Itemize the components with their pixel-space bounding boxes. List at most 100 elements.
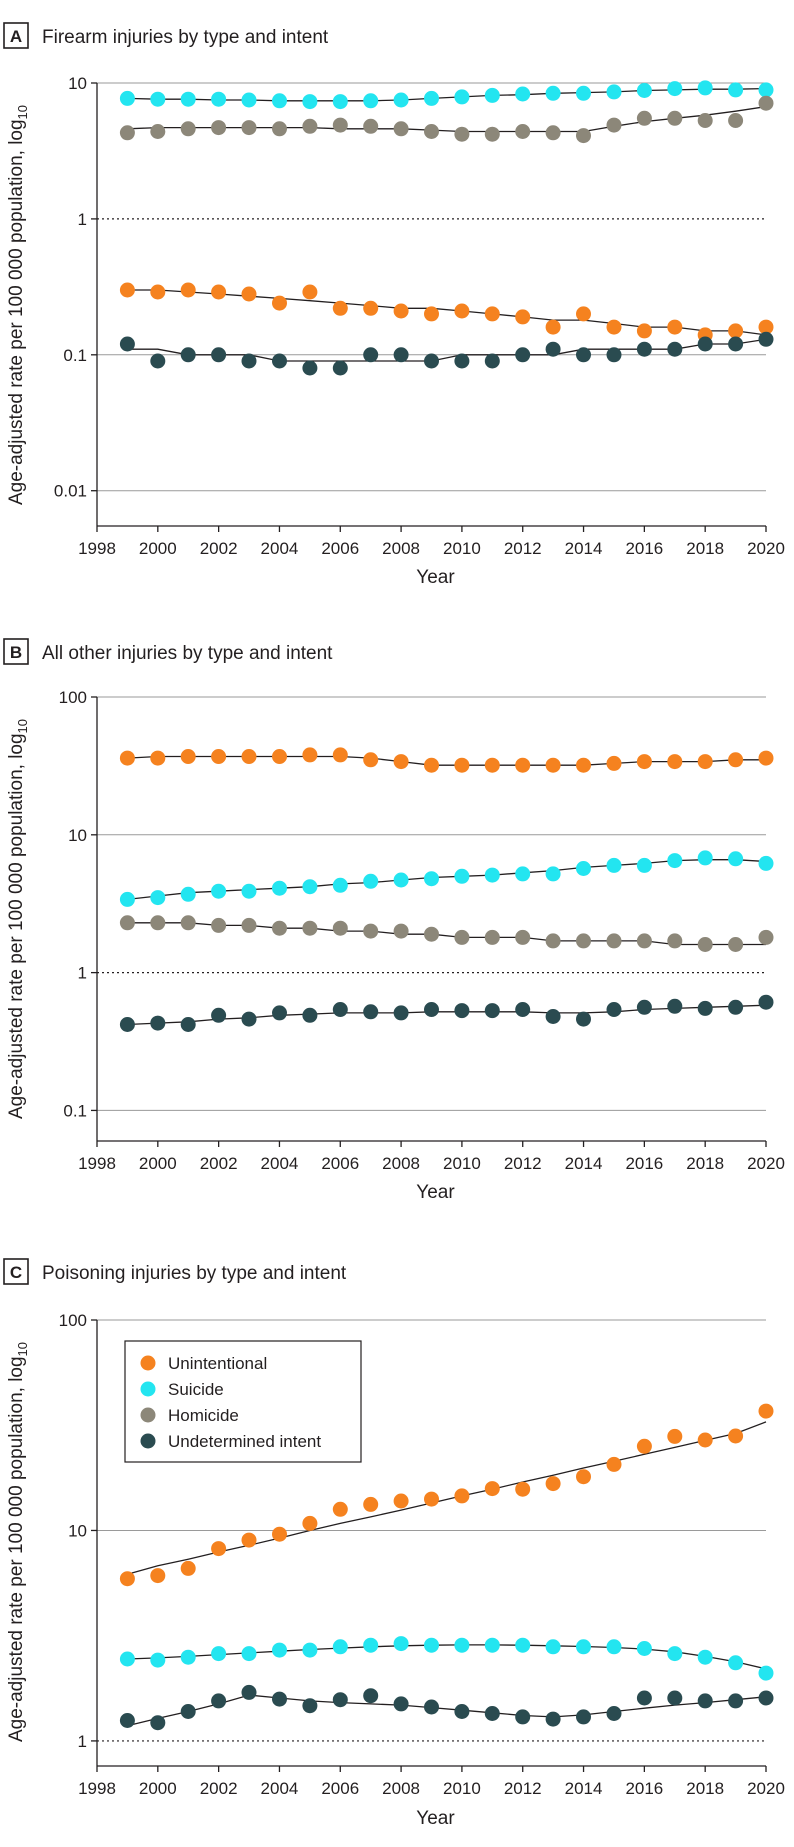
data-point-undetermined xyxy=(728,1693,744,1709)
x-tick-label: 2018 xyxy=(686,1779,724,1798)
data-point-suicide xyxy=(119,1651,135,1667)
data-point-undetermined xyxy=(424,353,439,369)
data-point-unintentional xyxy=(758,1403,774,1419)
data-point-suicide xyxy=(150,1652,166,1668)
data-point-homicide xyxy=(606,933,622,949)
data-point-homicide xyxy=(211,917,227,933)
y-axis-title-subscript: 10 xyxy=(15,719,30,733)
data-point-suicide xyxy=(758,855,774,871)
data-point-suicide xyxy=(424,1637,439,1653)
y-tick-label: 100 xyxy=(59,1311,87,1330)
trend-line-suicide xyxy=(127,87,767,102)
legend-box xyxy=(124,1340,362,1463)
x-tick-label: 2002 xyxy=(200,539,238,558)
trend-line-suicide xyxy=(127,1644,767,1670)
series-unintentional xyxy=(119,1403,774,1587)
data-point-unintentional xyxy=(667,1428,683,1444)
data-point-unintentional xyxy=(545,319,561,335)
y-tick-label: 1 xyxy=(78,964,87,983)
data-point-unintentional xyxy=(150,284,166,300)
y-axis-title-text: Age-adjusted rate per 100 000 population… xyxy=(6,733,27,1119)
data-point-undetermined xyxy=(424,1699,439,1715)
x-tick-label: 2012 xyxy=(504,539,542,558)
data-point-undetermined xyxy=(545,341,561,357)
data-point-suicide xyxy=(211,91,227,107)
data-point-homicide xyxy=(424,124,439,139)
data-point-suicide xyxy=(576,85,591,101)
data-point-suicide xyxy=(332,1639,348,1655)
data-point-undetermined xyxy=(697,1693,713,1709)
y-axis-title-text: Age-adjusted rate per 100 000 population… xyxy=(6,1356,27,1742)
x-tick-label: 2002 xyxy=(200,1779,238,1798)
x-tick-label: 2020 xyxy=(747,539,785,558)
data-point-unintentional xyxy=(363,1496,379,1512)
plot-area: 1 10 100 1998 2000 2002 2004 2006 2008 2010 2012 20… xyxy=(6,1311,785,1829)
data-point-undetermined xyxy=(241,353,257,369)
series-undetermined xyxy=(119,994,774,1032)
data-point-suicide xyxy=(272,880,287,896)
data-point-suicide xyxy=(758,1665,774,1681)
panel-title: Poisoning injuries by type and intent xyxy=(42,1263,347,1284)
data-point-homicide xyxy=(180,121,196,137)
data-point-suicide xyxy=(484,87,500,103)
data-point-homicide xyxy=(728,113,744,128)
data-point-suicide xyxy=(728,851,744,867)
data-point-suicide xyxy=(393,92,409,108)
data-point-homicide xyxy=(576,128,591,144)
data-point-homicide xyxy=(150,915,166,931)
data-point-undetermined xyxy=(667,341,683,357)
data-point-undetermined xyxy=(484,353,500,369)
data-point-undetermined xyxy=(728,999,744,1015)
data-point-suicide xyxy=(211,1646,227,1662)
data-point-undetermined xyxy=(119,1017,135,1032)
data-point-unintentional xyxy=(424,757,439,773)
data-point-suicide xyxy=(728,82,744,98)
x-tick-label: 2006 xyxy=(321,539,359,558)
y-tick-label: 10 xyxy=(68,74,87,93)
trend-line-undetermined xyxy=(127,1004,767,1026)
data-point-unintentional xyxy=(545,757,561,773)
data-point-suicide xyxy=(241,92,257,108)
data-point-suicide xyxy=(332,94,348,110)
data-point-homicide xyxy=(424,926,439,942)
data-point-undetermined xyxy=(332,1692,348,1708)
data-point-unintentional xyxy=(150,1568,166,1584)
x-axis-title: Year xyxy=(416,1808,455,1829)
data-point-suicide xyxy=(484,867,500,883)
data-point-undetermined xyxy=(180,1704,196,1719)
data-point-undetermined xyxy=(150,1015,166,1031)
x-tick-label: 1998 xyxy=(78,1779,116,1798)
x-tick-label: 1998 xyxy=(78,1154,116,1173)
x-tick-label: 2012 xyxy=(504,1154,542,1173)
plot-area: 0.1 1 10 100 1998 2000 2002 2004 2006 2008 2010 201… xyxy=(6,688,785,1203)
data-point-undetermined xyxy=(758,331,774,347)
data-point-suicide xyxy=(636,857,652,873)
x-tick-label: 2012 xyxy=(504,1779,542,1798)
data-point-suicide xyxy=(667,81,683,97)
data-point-unintentional xyxy=(636,1438,652,1454)
data-point-homicide xyxy=(272,121,287,137)
data-point-suicide xyxy=(515,1637,531,1653)
data-point-unintentional xyxy=(302,1515,318,1531)
x-tick-label: 2016 xyxy=(625,1154,663,1173)
legend-marker-homicide xyxy=(140,1407,156,1423)
data-point-undetermined xyxy=(636,1690,652,1706)
data-point-unintentional xyxy=(728,323,744,339)
x-tick-label: 2014 xyxy=(565,1154,603,1173)
data-point-unintentional xyxy=(606,319,622,335)
data-point-undetermined xyxy=(545,1711,561,1727)
data-point-suicide xyxy=(180,886,196,902)
y-axis-title: Age-adjusted rate per 100 000 population… xyxy=(6,719,30,1119)
data-point-homicide xyxy=(758,929,774,945)
x-tick-label: 2010 xyxy=(443,1154,481,1173)
data-point-unintentional xyxy=(606,1456,622,1472)
y-tick-label: 1 xyxy=(78,210,87,229)
data-point-undetermined xyxy=(424,1002,439,1017)
data-point-homicide xyxy=(667,933,683,949)
data-point-homicide xyxy=(454,126,470,142)
data-point-undetermined xyxy=(302,1007,318,1023)
x-tick-label: 2016 xyxy=(625,539,663,558)
data-point-homicide xyxy=(393,121,409,137)
data-point-homicide xyxy=(636,933,652,949)
panel-title: Firearm injuries by type and intent xyxy=(42,27,329,48)
